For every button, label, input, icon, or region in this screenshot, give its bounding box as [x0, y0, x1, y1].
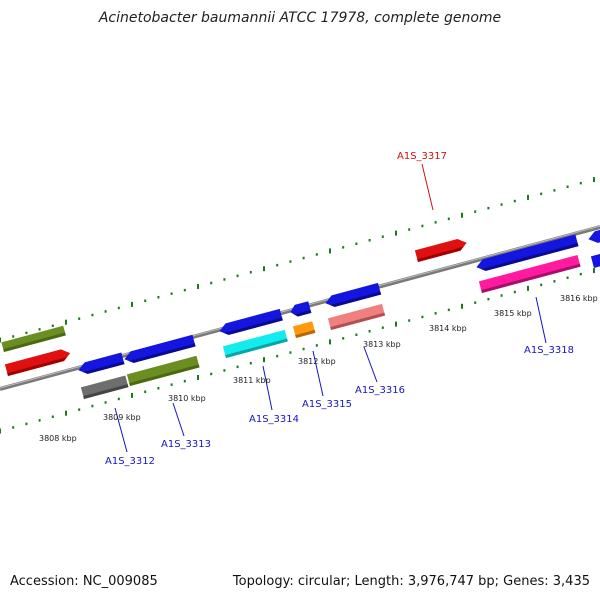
scale-label: 3813 kbp	[363, 340, 401, 349]
gene-label-a1s3313[interactable]: A1S_3313	[161, 439, 211, 450]
gene-blue-6[interactable]	[475, 234, 579, 273]
leader-a1s3318	[535, 296, 547, 344]
leader-a1s3317	[421, 163, 434, 211]
reverse-tick-track	[0, 268, 595, 434]
scale-label: 3812 kbp	[298, 357, 336, 366]
scale-label: 3814 kbp	[429, 324, 467, 333]
gene-label-a1s3316[interactable]: A1S_3316	[355, 385, 405, 396]
accession-text: Accession: NC_009085	[10, 574, 158, 589]
scale-label: 3811 kbp	[233, 376, 271, 385]
scale-label: 3815 kbp	[494, 309, 532, 318]
leader-a1s3314	[262, 365, 273, 411]
gene-blue-4[interactable]	[289, 301, 312, 318]
gene-blue-2[interactable]	[123, 334, 196, 365]
map-title: Acinetobacter baumannii ATCC 17978, comp…	[98, 10, 502, 26]
genome-summary-text: Topology: circular; Length: 3,976,747 bp…	[232, 574, 590, 589]
gene-a1s3317-forward[interactable]	[414, 237, 468, 262]
gene-left-red-forward[interactable]	[4, 347, 72, 376]
gene-orange-3315[interactable]	[292, 321, 316, 338]
gene-blue-7[interactable]	[587, 225, 600, 245]
gene-blue-5[interactable]	[324, 282, 382, 309]
scale-label: 3810 kbp	[168, 394, 206, 403]
gene-blue-1[interactable]	[77, 352, 125, 376]
gene-magenta-3318[interactable]	[478, 255, 581, 293]
scale-label: 3816 kbp	[560, 294, 598, 303]
gene-gray[interactable]	[80, 375, 129, 399]
leader-a1s3313	[172, 402, 185, 437]
scale-label: 3809 kbp	[103, 413, 141, 422]
scale-label: 3808 kbp	[39, 434, 77, 443]
gene-salmon-3316[interactable]	[327, 303, 386, 330]
gene-cyan-3314[interactable]	[222, 329, 288, 358]
leader-a1s3316	[363, 346, 378, 383]
gene-olive-3313[interactable]	[126, 355, 200, 386]
gene-label-a1s3318[interactable]: A1S_3318	[524, 345, 574, 356]
gene-blue-3[interactable]	[218, 308, 283, 337]
gene-label-a1s3312[interactable]: A1S_3312	[105, 456, 155, 467]
leader-a1s3312	[114, 407, 128, 453]
gene-blue-8[interactable]	[590, 251, 600, 268]
gene-label-a1s3315[interactable]: A1S_3315	[302, 399, 352, 410]
gene-left-olive-forward[interactable]	[1, 325, 66, 352]
leader-a1s3315	[312, 350, 324, 397]
gene-label-a1s3314[interactable]: A1S_3314	[249, 414, 299, 425]
forward-tick-track	[0, 177, 595, 343]
gene-label-a1s3317[interactable]: A1S_3317	[397, 151, 447, 162]
